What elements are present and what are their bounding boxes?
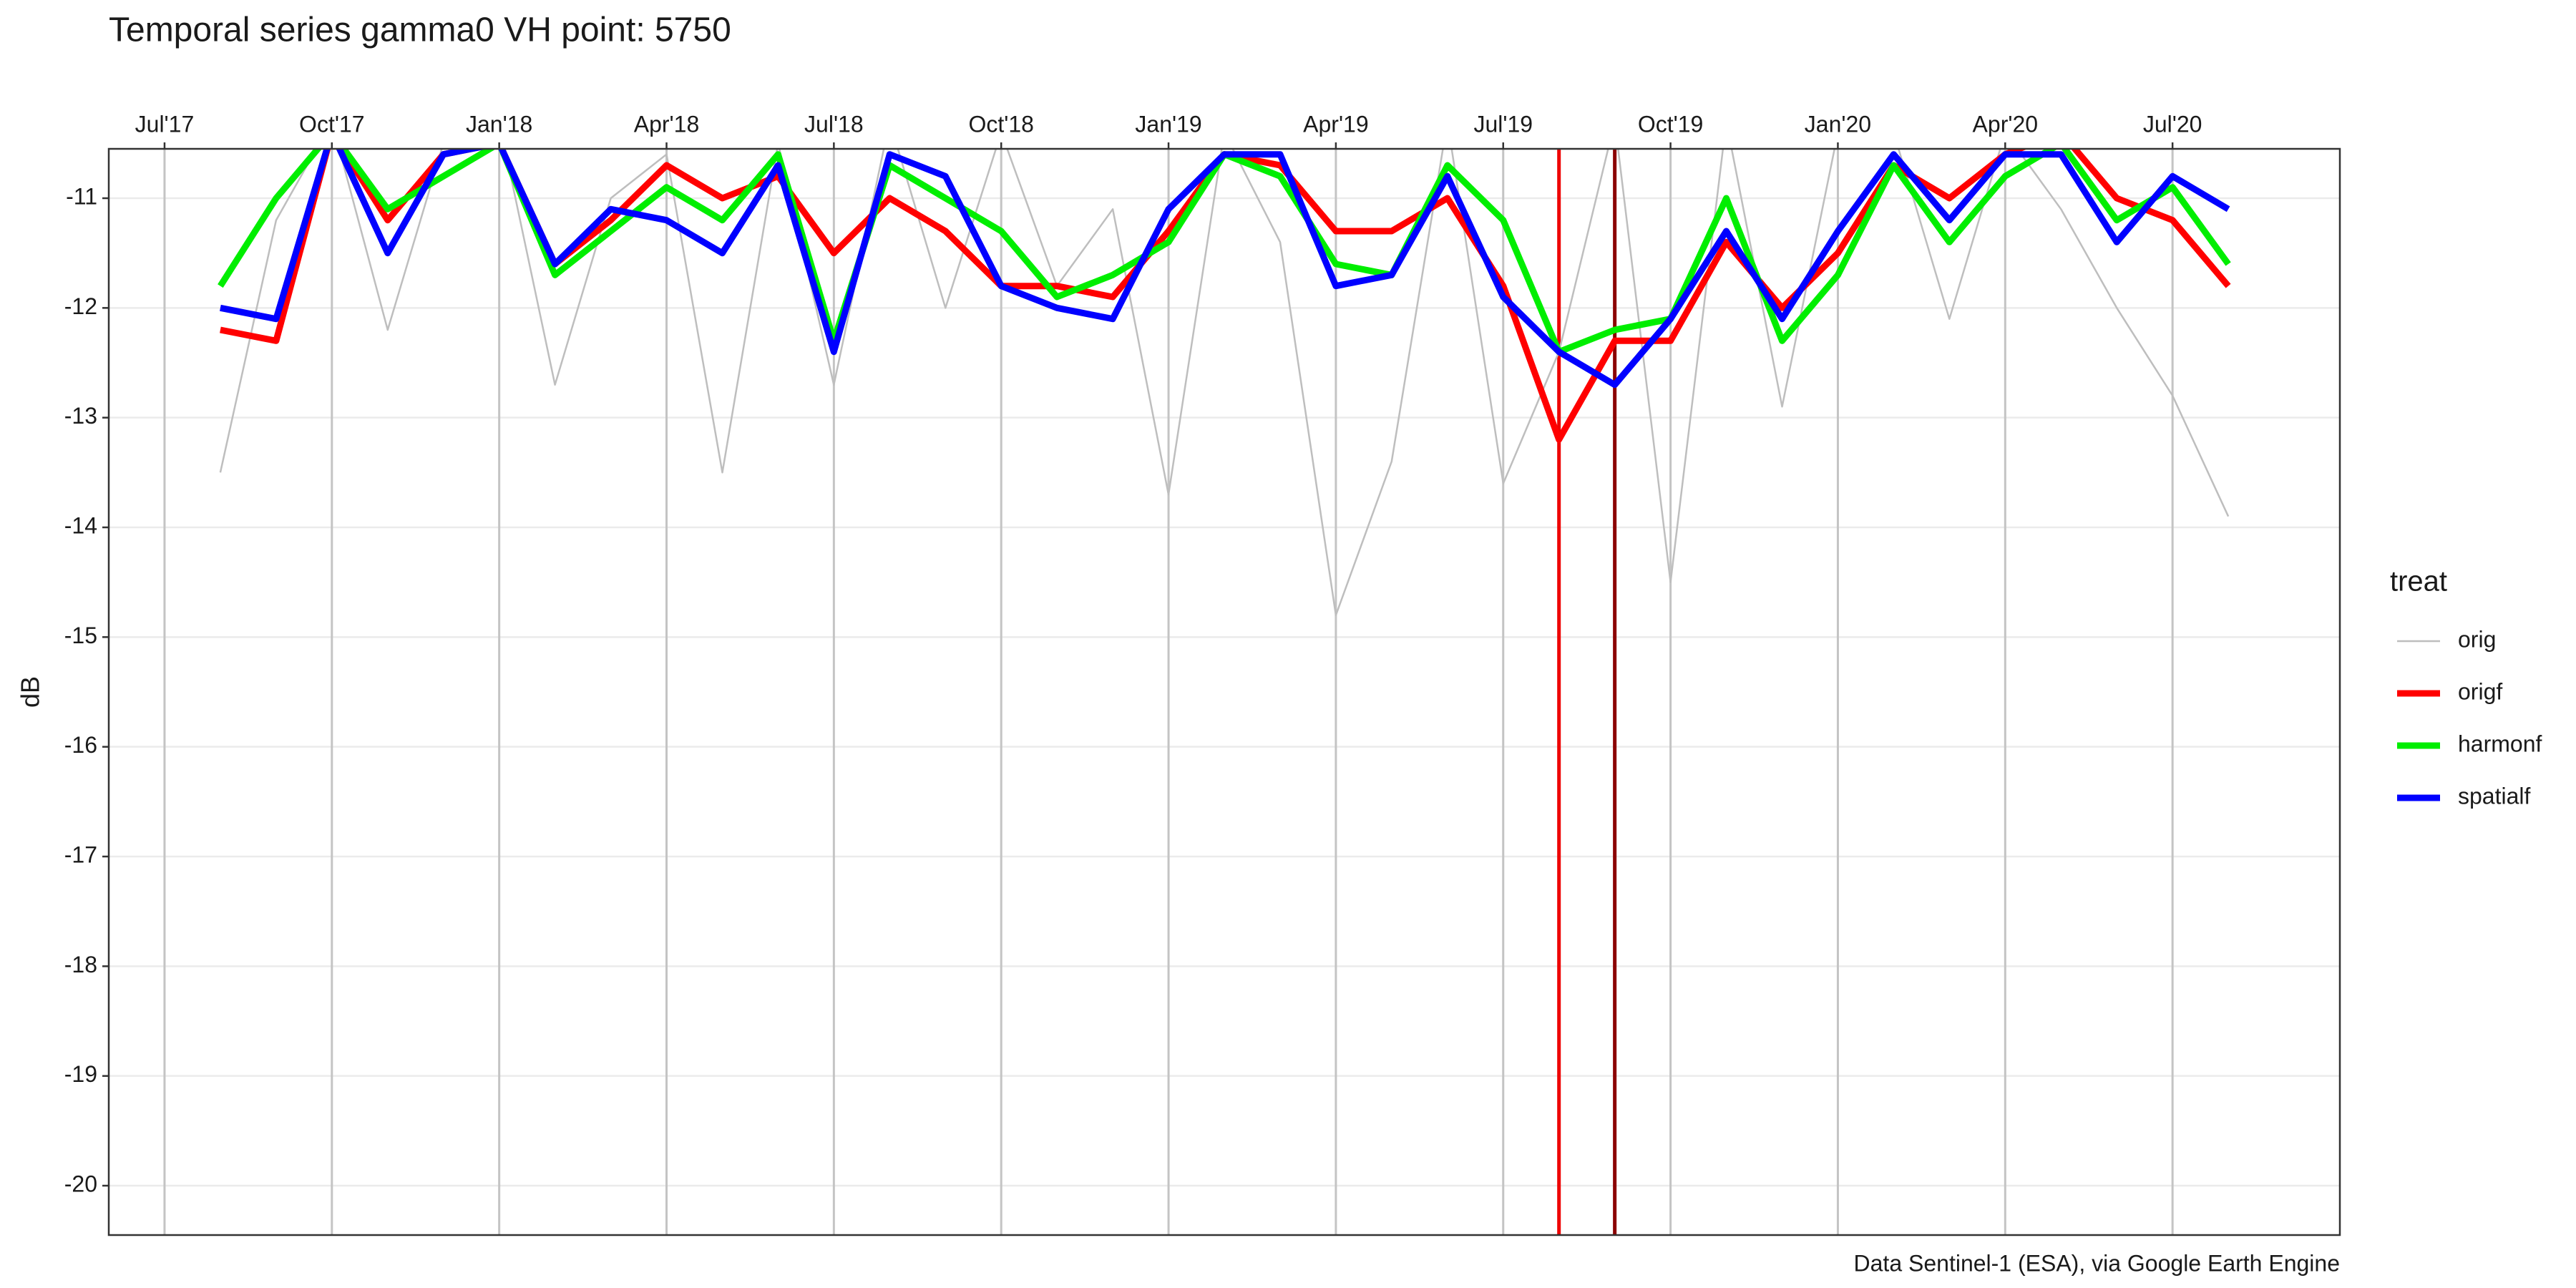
y-tick-label: -16	[64, 732, 97, 758]
legend-label: spatialf	[2458, 783, 2531, 809]
y-tick-label: -17	[64, 841, 97, 867]
y-tick-label: -12	[64, 293, 97, 319]
plot-area	[218, 149, 2231, 616]
x-tick-label: Jul'20	[2143, 111, 2202, 137]
legend-label: orig	[2458, 626, 2496, 652]
legend-label: harmonf	[2458, 731, 2542, 756]
x-tick-label: Oct'18	[968, 111, 1033, 137]
x-tick-label: Jan'18	[466, 111, 532, 137]
series-line	[219, 149, 2230, 616]
x-tick-label: Apr'18	[634, 111, 700, 137]
x-tick-label: Jan'19	[1135, 111, 1201, 137]
x-tick-label: Oct'17	[299, 111, 364, 137]
y-axis-label: dB	[16, 676, 45, 708]
x-tick-label: Jan'20	[1805, 111, 1871, 137]
legend-label: origf	[2458, 678, 2502, 704]
x-tick-label: Apr'19	[1303, 111, 1369, 137]
x-tick-label: Apr'20	[1973, 111, 2039, 137]
chart-title: Temporal series gamma0 VH point: 5750	[109, 11, 731, 49]
y-tick-label: -13	[64, 403, 97, 429]
y-tick-label: -18	[64, 952, 97, 977]
caption: Data Sentinel-1 (ESA), via Google Earth …	[1854, 1250, 2340, 1276]
panel-border	[107, 147, 2341, 1236]
series-line	[220, 149, 2230, 389]
x-tick-label: Jul'18	[804, 111, 864, 137]
x-tick-label: Jul'19	[1473, 111, 1533, 137]
legend-title: treat	[2390, 566, 2447, 597]
y-tick-label: -19	[64, 1061, 97, 1087]
y-tick-label: -11	[66, 183, 97, 209]
y-tick-label: -15	[64, 623, 97, 648]
y-tick-label: -14	[64, 512, 97, 538]
x-tick-label: Jul'17	[135, 111, 195, 137]
y-tick-label: -20	[64, 1171, 97, 1196]
x-tick-label: Oct'19	[1638, 111, 1703, 137]
